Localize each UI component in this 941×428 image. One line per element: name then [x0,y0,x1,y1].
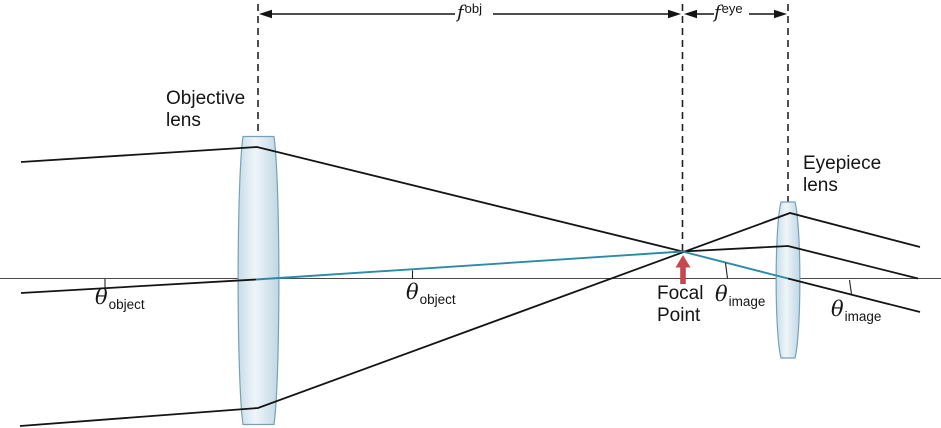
theta-object-left-label: θobject [95,285,145,312]
f-eye-symbol: f [714,2,721,23]
dashed-reference-lines [257,4,789,278]
focal-point-arrow-icon [675,255,691,284]
eyepiece-lens-label-line2: lens [803,175,838,196]
f-eye-superscript: eye [721,1,743,16]
theta-image-right-label: θimage [831,297,882,324]
ray-middle-to-eyepiece-and-out [682,245,919,280]
ray-bottom-outgoing [787,277,921,313]
ray-bottom-through-system [19,212,921,427]
focal-point-label-line1: Focal [657,283,704,304]
objective-lens-label-line1: Objective [166,88,246,109]
eyepiece-lens-label: Eyepiece lens [803,153,881,197]
objective-lens-label-line2: lens [166,110,201,131]
objective-lens-shape [237,135,280,426]
theta-image-right-symbol: θ [831,297,844,321]
focal-point-label-line2: Point [657,305,701,326]
eyepiece-lens-shape [775,201,801,359]
ray-top-incoming-and-converging [20,146,683,253]
chief-ray-teal [255,250,789,281]
theta-object-right-symbol: θ [406,280,419,304]
theta-object-left-subscript: object [108,297,145,312]
angle-tick-marks [104,262,853,295]
ray-middle-incoming [20,278,257,294]
f-eye-left-arrowhead-icon [684,9,697,19]
f-obj-symbol: f [457,2,464,23]
chief-ray-objective-to-focus [255,250,683,281]
theta-object-left-symbol: θ [95,285,108,309]
f-obj-superscript: obj [464,1,483,16]
objective-lens-label: Objective lens [166,88,245,132]
theta-object-right-subscript: object [419,292,456,307]
f-eye-right-arrowhead-icon [774,9,787,19]
f-obj-right-arrowhead-icon [668,9,681,19]
dimension-arrows [259,9,787,19]
f-obj-left-arrowhead-icon [259,9,272,19]
f-eye-label: feye [714,1,743,25]
focal-point-label: Focal Point [657,283,703,327]
f-obj-label: fobj [457,1,483,25]
theta-image-right-subscript: image [844,309,882,324]
chief-ray-focus-to-eyepiece [682,250,789,280]
theta-image-right-tick [848,279,853,295]
theta-image-left-subscript: image [728,294,766,309]
theta-image-left-tick [724,262,729,279]
theta-image-left-symbol: θ [715,282,728,306]
light-rays [19,146,921,427]
theta-object-right-label: θobject [406,280,456,307]
theta-image-left-label: θimage [715,282,766,309]
eyepiece-lens-label-line1: Eyepiece [803,153,882,174]
